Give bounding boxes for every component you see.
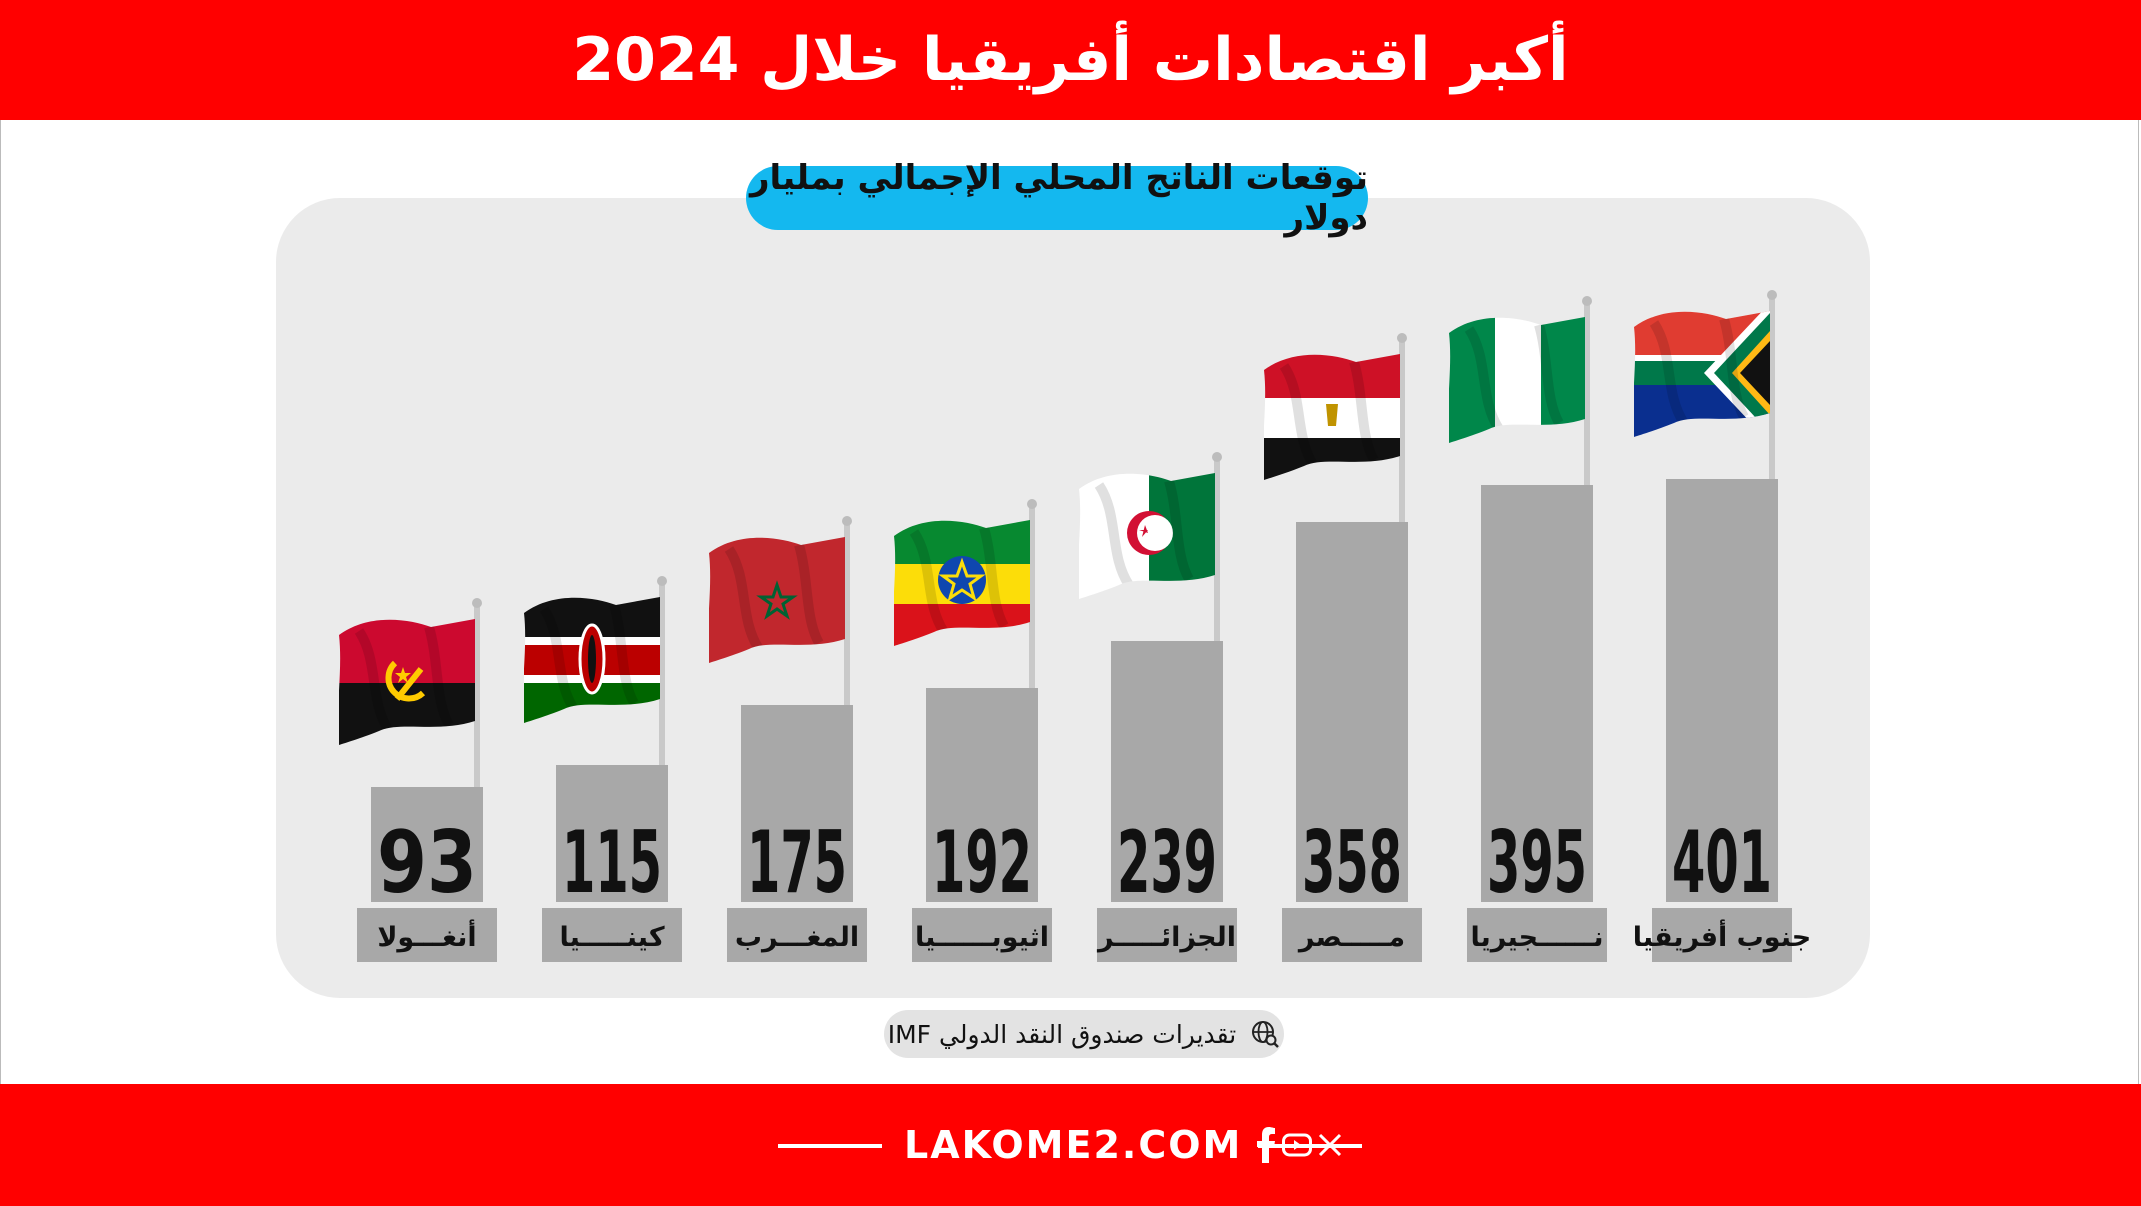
category-label: كينـــــيا <box>559 922 664 953</box>
globe-icon <box>1252 1021 1280 1048</box>
category-label-box <box>1282 908 1422 962</box>
bar <box>926 688 1038 902</box>
kenya-flag-icon <box>524 597 660 723</box>
page-title: أكبر اقتصادات أفريقيا خلال 2024 <box>572 25 1569 95</box>
pole-finial <box>1027 499 1037 509</box>
category-label-box <box>1097 908 1237 962</box>
pole-finial <box>1767 290 1777 300</box>
value-label: 175 <box>747 813 847 913</box>
pole-finial <box>1582 296 1592 306</box>
facebook-icon[interactable] <box>1256 1127 1276 1163</box>
social-icons <box>1256 1127 1342 1163</box>
category-label-box <box>357 908 497 962</box>
category-label-box <box>727 908 867 962</box>
category-label: نــــــجيريا <box>1470 922 1603 953</box>
footer-rule-left <box>778 1144 882 1148</box>
category-label: مـــــصر <box>1297 922 1405 953</box>
bar <box>1666 479 1778 902</box>
category-label: الجزائـــــر <box>1096 922 1236 953</box>
pole-finial <box>472 598 482 608</box>
category-label: جنوب أفريقيا <box>1633 919 1811 953</box>
source-note: تقديرات صندوق النقد الدولي IMF <box>884 1010 1284 1058</box>
pole-finial <box>1397 333 1407 343</box>
value-label: 395 <box>1487 813 1587 913</box>
bar <box>1111 641 1223 902</box>
bar <box>371 787 483 902</box>
site-name[interactable]: LAKOME2.COM <box>904 1123 1243 1167</box>
morocco-flag-icon <box>709 537 845 663</box>
south-africa-flag-icon <box>1634 311 1770 437</box>
source-text: تقديرات صندوق النقد الدولي IMF <box>887 1019 1237 1049</box>
category-label: المغـــرب <box>735 922 859 953</box>
category-label-box <box>542 908 682 962</box>
angola-flag-icon <box>339 619 475 745</box>
value-label: 93 <box>377 813 477 913</box>
pole-finial <box>842 516 852 526</box>
category-label-box <box>912 908 1052 962</box>
value-label: 115 <box>562 813 662 913</box>
value-label: 239 <box>1117 813 1217 913</box>
x-icon[interactable] <box>1318 1133 1342 1157</box>
bar <box>741 705 853 902</box>
value-label: 192 <box>932 813 1032 913</box>
bar <box>1296 522 1408 902</box>
category-label-box <box>1467 908 1607 962</box>
nigeria-flag-icon <box>1449 317 1585 443</box>
category-label-box <box>1652 908 1792 962</box>
youtube-icon[interactable] <box>1282 1133 1313 1157</box>
ethiopia-flag-icon <box>894 520 1030 646</box>
pole-finial <box>657 576 667 586</box>
title-banner: أكبر اقتصادات أفريقيا خلال 2024 <box>0 0 2141 120</box>
category-label: اثيوبــــــيا <box>915 922 1049 953</box>
value-label: 401 <box>1672 813 1772 913</box>
bar <box>1481 485 1593 902</box>
bar <box>556 765 668 902</box>
algeria-flag-icon <box>1079 473 1215 599</box>
egypt-flag-icon <box>1264 354 1400 480</box>
footer-banner: LAKOME2.COM <box>0 1084 2141 1206</box>
pole-finial <box>1212 452 1222 462</box>
category-label: أنغـــولا <box>377 919 476 953</box>
value-label: 358 <box>1302 813 1402 913</box>
footer-brand: LAKOME2.COM <box>904 1120 1342 1170</box>
chart-panel <box>276 198 1870 998</box>
